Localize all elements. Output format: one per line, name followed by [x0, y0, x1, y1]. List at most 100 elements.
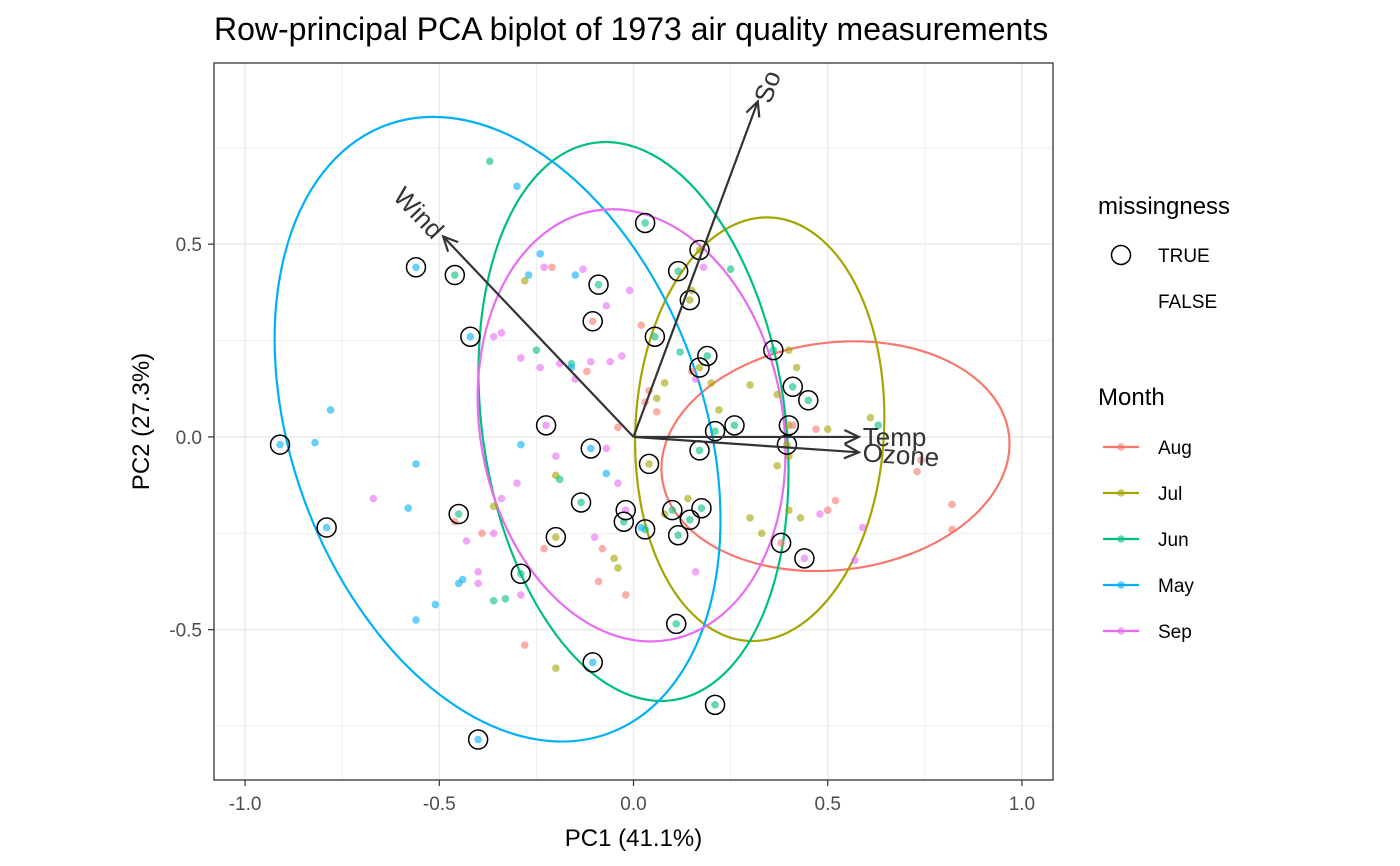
- arrow-head-temp: [843, 428, 862, 445]
- arrow-shaft-wind: [442, 235, 635, 438]
- data-point-aug: [913, 467, 921, 476]
- missingness-ring: [460, 326, 481, 347]
- data-point-jun: [485, 157, 494, 166]
- data-point-sep: [497, 329, 506, 337]
- data-point-may: [412, 616, 420, 624]
- data-point-sep: [602, 444, 611, 453]
- legend-label-sep: Sep: [1158, 622, 1192, 643]
- data-point-may: [404, 504, 413, 513]
- data-point-may: [412, 263, 420, 272]
- data-point-jun: [489, 596, 498, 605]
- data-point-aug: [478, 529, 486, 538]
- data-point-aug: [594, 577, 603, 586]
- data-point-sep: [462, 537, 471, 545]
- missingness-ring: [644, 326, 666, 347]
- x-axis-title: PC1 (41.1%): [565, 825, 702, 852]
- missingness-ring: [448, 503, 469, 525]
- data-point-sep: [625, 286, 634, 295]
- missingness-ring: [782, 376, 804, 398]
- data-point-jul: [746, 514, 754, 522]
- data-point-jul: [695, 363, 704, 372]
- data-point-jun: [695, 446, 704, 455]
- data-point-sep: [858, 523, 867, 532]
- data-point-jul: [785, 346, 793, 354]
- data-point-jun: [788, 383, 797, 391]
- x-tick-label: 1.0: [1009, 794, 1035, 815]
- data-point-jun: [641, 219, 649, 227]
- data-point-aug: [520, 641, 529, 649]
- arrow-head-solarr: [745, 99, 761, 118]
- legend-key-ring-true: [1110, 244, 1132, 266]
- data-point-may: [326, 406, 335, 414]
- data-point-jul: [746, 381, 754, 389]
- x-axis: -1.0 -0.5 0.0 0.5 1.0: [229, 780, 1035, 815]
- data-point-jul: [715, 406, 723, 414]
- missingness-ring: [582, 652, 603, 673]
- y-axis-title: PC2 (27.3%): [128, 353, 155, 490]
- missingness-ring: [724, 415, 745, 436]
- data-point-sep: [586, 357, 595, 366]
- y-tick-label: -0.5: [169, 621, 202, 642]
- arrow-head-wind: [441, 234, 459, 253]
- missingness-ring: [444, 264, 466, 286]
- missingness-ring: [638, 453, 660, 475]
- data-point-sep: [497, 494, 506, 503]
- arrow-head-ozone: [843, 443, 862, 460]
- missingness-ring: [798, 390, 819, 411]
- data-point-sep: [489, 529, 498, 538]
- missingness-ring: [613, 511, 635, 532]
- missingness-ring: [570, 492, 592, 513]
- data-point-may: [276, 440, 284, 449]
- data-point-jun: [674, 531, 682, 540]
- data-point-may: [474, 735, 482, 744]
- data-point-jul: [552, 664, 560, 673]
- data-point-may: [602, 469, 611, 478]
- data-point-aug: [598, 544, 607, 553]
- month-ellipses: [273, 115, 1011, 743]
- data-point-jun: [703, 352, 712, 360]
- data-point-sep: [513, 479, 521, 487]
- data-point-jun: [594, 280, 603, 289]
- missingness-ring: [704, 694, 726, 716]
- missingness-ring: [679, 289, 701, 311]
- data-point-jun: [555, 475, 564, 484]
- data-point-aug: [788, 421, 797, 430]
- data-point-jul: [792, 363, 801, 372]
- data-point-jun: [517, 569, 525, 578]
- y-tick-label: 0.5: [176, 235, 202, 256]
- data-point-jul: [645, 460, 653, 468]
- data-point-jun: [668, 506, 677, 514]
- data-point-sep: [474, 568, 482, 576]
- data-point-aug: [548, 263, 556, 272]
- missingness-ring: [316, 517, 337, 538]
- arrow-label-temp: Temp: [863, 422, 927, 452]
- data-point-jun: [532, 346, 541, 354]
- missingness-ring: [691, 497, 712, 519]
- missingness-rings: [269, 212, 819, 750]
- data-point-jul: [823, 425, 832, 434]
- data-point-may: [454, 579, 463, 588]
- data-point-jun: [577, 498, 585, 507]
- missingness-ring: [776, 434, 798, 455]
- data-point-jun: [804, 396, 813, 405]
- data-point-jul: [489, 502, 498, 511]
- legend-key-point-jul: [1117, 489, 1125, 497]
- data-point-jun: [454, 510, 463, 518]
- missingness-ring: [667, 260, 689, 282]
- data-point-jul: [686, 296, 694, 304]
- missingness-ring: [689, 357, 710, 378]
- data-point-sep: [517, 591, 525, 599]
- missingness-ring: [615, 499, 636, 521]
- data-point-sep: [691, 568, 700, 576]
- data-point-may: [586, 444, 595, 453]
- ellipse-jun: [477, 140, 790, 703]
- data-point-sep: [590, 533, 599, 541]
- data-point-sep: [800, 554, 809, 563]
- legend-label-jun: Jun: [1158, 530, 1189, 551]
- data-point-jul: [653, 394, 661, 403]
- y-axis: -0.5 0.0 0.5: [169, 235, 214, 642]
- data-point-jul: [866, 413, 875, 422]
- data-point-sep: [552, 452, 560, 460]
- data-point-sep: [816, 510, 824, 518]
